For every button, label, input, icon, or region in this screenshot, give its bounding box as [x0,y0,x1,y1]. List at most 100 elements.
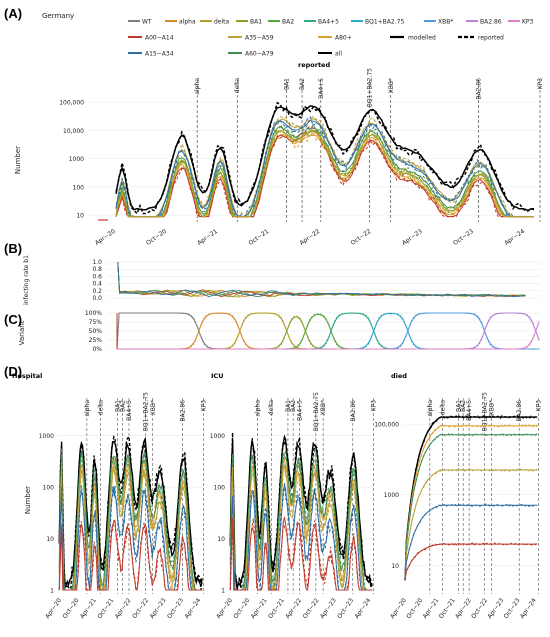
ytick-d2-1: 1000 [384,492,399,499]
xtick-a-8: Apr−24 [503,228,526,247]
event-label-a-4: BA4+5 [318,78,325,99]
xtick-d0-5: Oct−22 [131,597,150,620]
event-label-a-1: delta [234,78,241,94]
series-d2-A60A79-reported [404,432,538,580]
legend-label-variant-3: BA1 [250,19,262,26]
ytick-d2-2: 100,000 [374,422,399,429]
panel-c-plot: 0% 25% 50% 75% 100% [85,310,540,353]
series-a-delta-reported [115,128,534,218]
series-b-5 [117,261,526,298]
series-d2-A00A14-reported [404,542,538,580]
event-label-d2-6: XBB* [488,400,495,415]
series-d2-A60A79 [404,434,538,580]
legend-label-age-3: A15−A34 [145,51,174,58]
xtick-a-2: Apr−21 [196,228,219,247]
ytick-d1-2: 100 [214,485,226,492]
panel-c-ylabel: Variant [18,320,26,345]
event-label-d2-3: BA2 [460,400,467,412]
event-label-d0-3: BA2 [120,400,127,412]
series-d2-A15A34 [404,504,538,580]
legend-label-variant-0: WT [142,19,152,26]
event-label-d0-4: BA4+5 [126,400,133,421]
series-d2-A35A59 [404,469,538,580]
event-label-d0-2: BA1 [114,400,121,412]
xtick-d1-3: Oct−21 [267,597,286,620]
xtick-d1-6: Apr−23 [319,597,338,620]
ytick-d0-0: 1 [50,588,54,595]
xtick-d0-1: Oct−20 [62,597,81,620]
event-label-d0-1: delta [98,400,105,416]
series-a-BA1-reported [115,126,534,218]
panel-label-c: (C) [4,312,22,327]
series-a-all-reported [115,101,534,216]
event-label-d1-7: BA2.86 [350,400,357,422]
event-label-a-2: BA1 [284,78,291,90]
reported-label: reported [298,61,330,69]
xtick-d1-4: Apr−22 [284,597,303,620]
legend-label-variant-1: alpha [179,19,196,26]
legend-label-age-5: all [335,51,342,58]
series-c-9-reported [117,321,540,350]
legend-label-variant-9: KP3 [522,19,534,26]
ytick-c-0: 0% [92,346,102,353]
series-a-A15A34-reported [115,115,534,218]
series-d0-all-reported [58,434,203,591]
event-label-d1-8: KP3 [371,400,378,412]
ytick-a-3: 10,000 [63,128,84,135]
panel-b-ylabel: infecting rate b1 [23,255,30,305]
event-label-d2-2: BA1 [455,400,462,412]
ytick-a-0: 10 [76,213,84,220]
event-label-d0-5: BQ1+BA2.75 [143,392,150,431]
ytick-b-4: 0.8 [92,266,102,273]
event-label-d2-8: KP3 [536,400,543,412]
event-label-d0-0: alpha [84,400,91,417]
panel-a-plot: 10 100 1000 10,000 100,000 alpha delta BA1 BA2 BA… [59,68,544,247]
ytick-d2-0: 10 [391,563,399,570]
series-d0-A00A14-reported [58,519,203,591]
xtick-d1-0: Apr−20 [215,597,234,620]
event-label-d1-1: delta [268,400,275,416]
ytick-b-1: 0.2 [92,288,102,295]
series-c-3-reported [117,315,540,350]
xtick-a-3: Oct−21 [247,228,270,247]
xtick-a-5: Oct−22 [350,228,373,247]
xtick-d0-4: Apr−22 [114,597,133,620]
event-label-d1-5: BQ1+BA2.75 [313,392,320,431]
series-d1-A35A59-reported [229,462,373,591]
event-label-d1-0: alpha [255,400,262,417]
legend-label-modelled: modelled [408,35,436,42]
died-title: died [391,372,407,380]
legend-label-variant-6: BQ1+BA2.75 [365,19,404,26]
ytick-d0-3: 1000 [39,433,54,440]
xtick-a-0: Apr−20 [94,228,117,247]
series-d0-A35A59 [58,466,203,591]
event-label-a-7: BA2.86 [476,78,483,100]
event-label-d0-7: BA2.86 [180,400,187,422]
ytick-a-2: 1000 [69,156,84,163]
series-c-4 [117,313,540,350]
event-label-d0-8: KP3 [201,400,208,412]
xtick-a-6: Apr−23 [401,228,424,247]
series-d0-A35A59-reported [58,461,203,592]
panel-d-ylabel: Number [24,486,32,514]
panel-b-plot: 0.00.20.40.60.81.0 [92,259,540,302]
event-label-d1-6: XBB* [320,400,327,415]
series-d2-A35A59-reported [404,468,538,580]
xtick-d2-8: Apr−24 [519,597,538,620]
series-d1-A15A34-reported [229,482,373,591]
event-label-d2-7: BA2.86 [516,400,523,422]
event-label-d2-0: alpha [427,400,434,417]
ytick-b-5: 1.0 [92,259,102,266]
panel-a-ylabel: Number [14,146,22,174]
series-c-4-reported [117,313,540,350]
legend-label-age-4: A60−A79 [245,51,274,58]
legend: WT alpha delta BA1 BA2 BA4+5 BQ1+BA2.75 XBB* BA2… [128,19,534,58]
series-d1-A00A14-reported [229,518,373,591]
event-label-a-3: BA2 [299,78,306,90]
ytick-b-3: 0.6 [92,273,102,280]
legend-label-variant-8: BA2.86 [480,19,502,26]
event-label-d0-6: XBB* [150,400,157,415]
xtick-d0-0: Apr−20 [44,597,63,620]
